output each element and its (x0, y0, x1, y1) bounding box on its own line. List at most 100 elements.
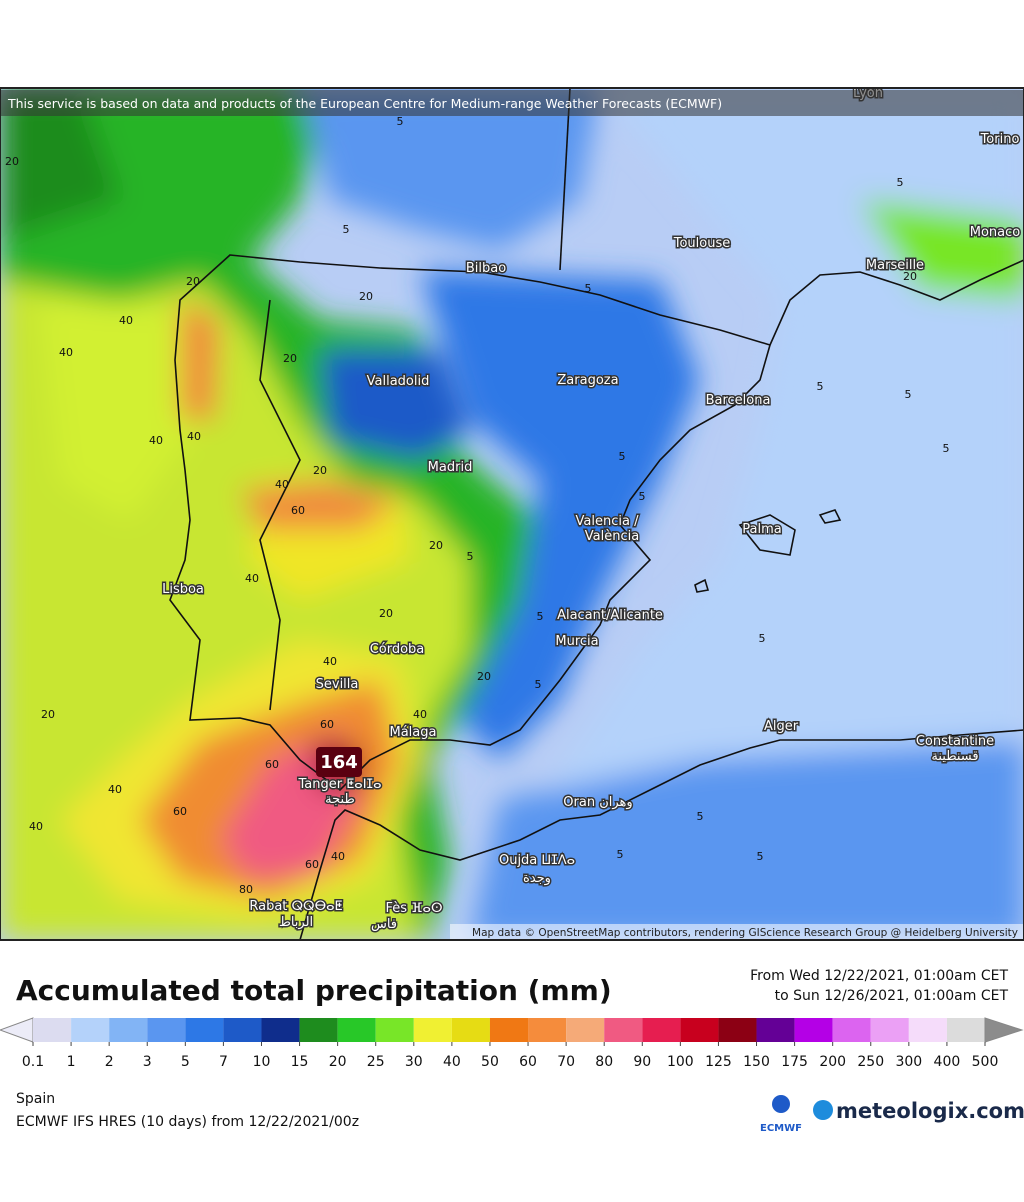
scale-label: 1 (67, 1054, 76, 1070)
city-label: Oujda ⵡⵊⴷⴰ (499, 853, 575, 868)
city-label: Tanger ⵟⴰⵏⵊⴰ (298, 777, 382, 792)
scale-swatch (642, 1018, 681, 1042)
attribution: This service is based on data and produc… (7, 96, 722, 111)
coastlines (169, 88, 1024, 940)
contour-label: 5 (397, 115, 404, 128)
scale-swatch (299, 1018, 338, 1042)
scale-label: 175 (781, 1054, 808, 1070)
max-value: 164 (320, 752, 358, 773)
contour-label: 5 (537, 610, 544, 623)
contour-label: 40 (108, 783, 122, 796)
scale-label: 25 (367, 1054, 385, 1070)
city-label: الرباط (279, 915, 313, 930)
city-label: Palma (742, 522, 781, 537)
scale-label: 0.1 (22, 1054, 44, 1070)
contour-label: 80 (239, 883, 253, 896)
scale-swatch (528, 1018, 567, 1042)
city-label: Rabat ⵕⵕⴱⴰⵟ (249, 899, 342, 914)
contour-label: 60 (265, 758, 279, 771)
map-frame (0, 87, 1024, 941)
attribution-bar (0, 90, 1024, 116)
ecmwf-logo: ECMWF (760, 1123, 802, 1134)
contour-label: 60 (305, 858, 319, 871)
scale-label: 400 (934, 1054, 961, 1070)
contour-label: 20 (5, 155, 19, 168)
contour-label: 5 (639, 490, 646, 503)
contour-label: 60 (173, 805, 187, 818)
contour-label: 40 (275, 478, 289, 491)
scale-swatch (375, 1018, 414, 1042)
scale-label: 125 (705, 1054, 732, 1070)
contour-label: 40 (413, 708, 427, 721)
scale-swatch (147, 1018, 186, 1042)
scale-swatch (223, 1018, 262, 1042)
scale-swatch (109, 1018, 148, 1042)
credit-bar (450, 924, 1024, 940)
scale-label: 90 (633, 1054, 651, 1070)
scale-label: 70 (557, 1054, 575, 1070)
scale-label: 500 (972, 1054, 999, 1070)
city-label: Alger (764, 719, 799, 734)
city-label: València (585, 529, 639, 544)
scale-swatch (604, 1018, 643, 1042)
contour-label: 5 (467, 550, 474, 563)
contour-label: 5 (897, 176, 904, 189)
city-label: Constantine (916, 734, 994, 749)
city-label: Córdoba (370, 642, 425, 657)
map: LyonTorinoToulouseMonacoMarseilleBilbaoV… (0, 88, 1024, 940)
precip-field (0, 88, 1024, 940)
city-label: Bilbao (466, 261, 506, 276)
scale-label: 150 (743, 1054, 770, 1070)
scale-label: 2 (105, 1054, 114, 1070)
scale-label: 80 (595, 1054, 613, 1070)
map-credit: Map data © OpenStreetMap contributors, r… (472, 927, 1018, 939)
scale-swatch (185, 1018, 224, 1042)
city-label: Valladolid (367, 374, 430, 389)
scale-label: 5 (181, 1054, 190, 1070)
scale-label: 50 (481, 1054, 499, 1070)
scale-label: 60 (519, 1054, 537, 1070)
contour-label: 5 (817, 380, 824, 393)
region: Spain (16, 1091, 55, 1107)
scale-swatch (33, 1018, 72, 1042)
contour-label: 20 (41, 708, 55, 721)
scale-label: 20 (329, 1054, 347, 1070)
model-info: ECMWF IFS HRES (10 days) from 12/22/2021… (16, 1114, 359, 1130)
scale-label: 300 (895, 1054, 922, 1070)
contour-label: 40 (149, 434, 163, 447)
scale-label: 7 (219, 1054, 228, 1070)
city-label: قسنطينة (931, 749, 978, 764)
contour-label: 20 (359, 290, 373, 303)
scale-swatch (261, 1018, 300, 1042)
scale-swatch (337, 1018, 376, 1042)
contour-label: 20 (313, 464, 327, 477)
city-label: Fès ⴼⴰⵙ (386, 901, 443, 916)
city-label: Málaga (390, 725, 437, 740)
contour-label: 40 (119, 314, 133, 327)
over-arrow (984, 1017, 1024, 1043)
under-arrow (0, 1017, 34, 1043)
scale-label: 100 (667, 1054, 694, 1070)
scale-swatch (794, 1018, 833, 1042)
scale-swatch (870, 1018, 909, 1042)
city-label: Valencia / (576, 514, 640, 529)
contour-label: 20 (379, 607, 393, 620)
contour-label: 5 (343, 223, 350, 236)
contour-label: 20 (283, 352, 297, 365)
city-label: Barcelona (706, 393, 771, 408)
contour-label: 5 (905, 388, 912, 401)
contour-label: 5 (697, 810, 704, 823)
city-label: Oran وهران (563, 795, 632, 810)
contour-label: 20 (429, 539, 443, 552)
city-label: Toulouse (673, 236, 731, 251)
contour-label: 5 (585, 282, 592, 295)
contour-label: 5 (617, 848, 624, 861)
contour-label: 5 (535, 678, 542, 691)
contour-label: 5 (619, 450, 626, 463)
contour-label: 40 (245, 572, 259, 585)
scale-swatch (566, 1018, 605, 1042)
period-end: to Sun 12/26/2021, 01:00am CET (775, 988, 1009, 1004)
contour-label: 40 (187, 430, 201, 443)
scale-swatch (946, 1018, 985, 1042)
